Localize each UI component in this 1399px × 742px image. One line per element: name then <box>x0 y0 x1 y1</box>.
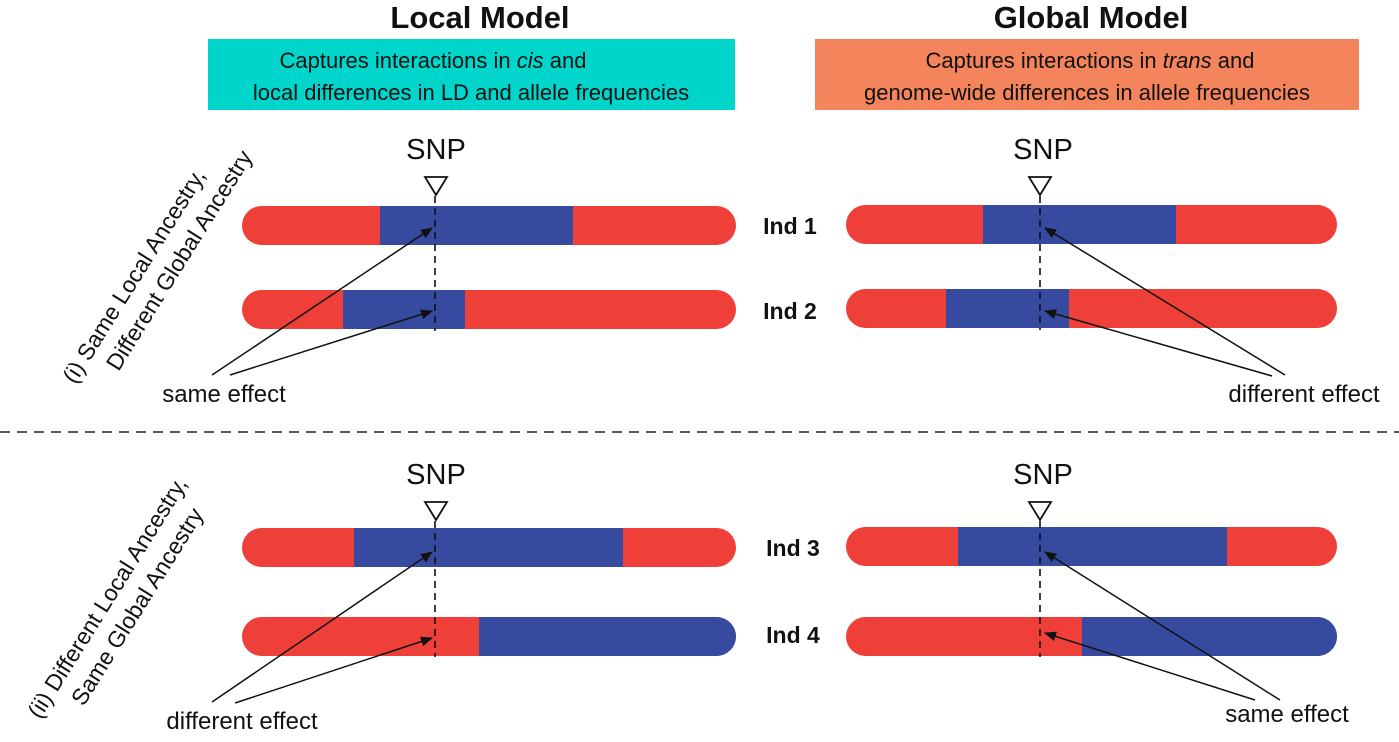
local-box-line1-post: and <box>544 48 587 73</box>
effect-label-bottom-global: same effect <box>1225 701 1349 728</box>
chromosome-ind2-local <box>242 290 736 329</box>
blue-segment <box>983 205 1176 244</box>
arrow <box>1044 309 1273 377</box>
blue-segment <box>1082 617 1337 656</box>
section-ii-line1: (ii) Different Local Ancestry, <box>22 472 192 722</box>
arrow <box>1044 551 1281 701</box>
section-i-label: (i) Same Local Ancestry, Different Globa… <box>57 145 257 388</box>
global-box-line1-pre: Captures interactions in <box>926 48 1163 73</box>
global-box-line1: Captures interactions in trans and <box>926 48 1255 73</box>
ind-label-3: Ind 3 <box>766 535 820 561</box>
snp-marker-icon <box>423 176 449 197</box>
ind-label-2: Ind 2 <box>763 298 817 324</box>
arrow <box>1044 631 1256 701</box>
snp-marker-icon <box>423 501 449 522</box>
arrow <box>211 227 433 376</box>
arrow <box>234 636 433 704</box>
local-model-description-box <box>208 39 735 110</box>
blue-segment <box>946 289 1069 328</box>
arrow <box>211 551 433 703</box>
section-ii-label: (ii) Different Local Ancestry, Same Glob… <box>22 472 208 722</box>
blue-segment <box>343 290 465 329</box>
effect-label-top-local: same effect <box>162 381 286 408</box>
global-box-line1-post: and <box>1212 48 1255 73</box>
ind-label-4: Ind 4 <box>766 622 820 648</box>
local-box-line1: Captures interactions in cis and <box>280 48 587 73</box>
effect-label-bottom-local: different effect <box>166 708 318 735</box>
blue-segment <box>958 527 1227 566</box>
snp-marker-icon <box>1027 501 1053 522</box>
chromosome-ind2-global <box>846 289 1337 328</box>
snp-marker-icon <box>1027 176 1053 197</box>
arrow <box>229 309 433 376</box>
ind-label-1: Ind 1 <box>763 213 817 239</box>
snp-label: SNP <box>1013 134 1073 166</box>
snp-label: SNP <box>406 459 466 491</box>
global-box-line2: genome-wide differences in allele freque… <box>864 80 1310 105</box>
blue-segment <box>479 617 736 656</box>
global-model-title: Global Model <box>994 0 1189 35</box>
local-box-line1-pre: Captures interactions in <box>280 48 517 73</box>
blue-segment <box>354 528 623 567</box>
global-model-description-box <box>815 39 1359 110</box>
local-box-line1-emphasis: cis <box>517 48 544 73</box>
global-box-line1-emphasis: trans <box>1163 48 1212 73</box>
local-box-line2: local differences in LD and allele frequ… <box>253 80 689 105</box>
local-model-title: Local Model <box>390 0 569 35</box>
blue-segment <box>380 206 573 245</box>
snp-label: SNP <box>1013 459 1073 491</box>
effect-label-top-global: different effect <box>1228 381 1380 408</box>
snp-label: SNP <box>406 134 466 166</box>
arrow <box>1044 227 1286 376</box>
